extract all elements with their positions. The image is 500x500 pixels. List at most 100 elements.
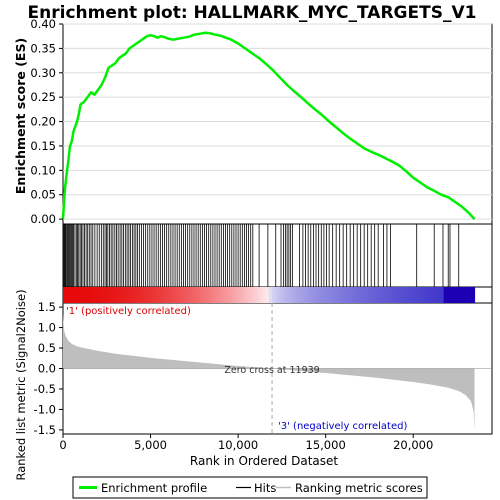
ribbon-segment <box>337 287 342 303</box>
ribbon-segment <box>100 287 105 303</box>
ribbon-segment <box>111 287 116 303</box>
ribbon-segment <box>165 287 170 303</box>
x-tick-label: 10,000 <box>218 438 258 452</box>
ribbon-segment <box>340 287 345 303</box>
ribbon-segment <box>309 287 314 303</box>
es-tick-label: 0.25 <box>30 90 56 104</box>
ribbon-segment <box>234 287 239 303</box>
ribbon-segment <box>141 287 146 303</box>
ribbon-segment <box>436 287 441 303</box>
x-axis-label: Rank in Ordered Dataset <box>190 454 338 468</box>
ribbon-segment <box>241 287 246 303</box>
es-tick-label: 0.30 <box>30 66 56 80</box>
ribbon-segment <box>176 287 181 303</box>
ribbon-segment <box>464 287 469 303</box>
ribbon-segment <box>97 287 102 303</box>
ribbon-segment <box>316 287 321 303</box>
axes: 0.000.050.100.150.200.250.300.350.40-1.5… <box>30 17 433 452</box>
ribbon-segment <box>248 287 253 303</box>
chart-title: Enrichment plot: HALLMARK_MYC_TARGETS_V1 <box>28 3 477 23</box>
ribbon-segment <box>357 287 362 303</box>
es-tick-label: 0.05 <box>30 188 56 202</box>
ribbon-segment <box>265 287 270 303</box>
ribbon-segment <box>148 287 153 303</box>
ribbon-segment <box>416 287 421 303</box>
ribbon-segment <box>121 287 126 303</box>
metric-tick-label: 1.0 <box>38 321 56 335</box>
metric-tick-label: -1.5 <box>34 423 56 437</box>
ribbon-segment <box>426 287 431 303</box>
ribbon-segment <box>169 287 174 303</box>
ribbon-segment <box>213 287 218 303</box>
ranking-metric-area <box>63 313 475 430</box>
ribbon-segment <box>289 287 294 303</box>
rank-color-ribbon <box>63 287 476 303</box>
ribbon-segment <box>210 287 215 303</box>
legend: Enrichment profile Hits Ranking metric s… <box>72 476 428 499</box>
ribbon-segment <box>90 287 95 303</box>
metric-tick-label: 0.5 <box>38 341 56 355</box>
ribbon-segment <box>244 287 249 303</box>
ribbon-segment <box>135 287 140 303</box>
ribbon-segment <box>138 287 143 303</box>
positive-annotation: '1' (positively correlated) <box>66 306 191 317</box>
ribbon-segment <box>405 287 410 303</box>
es-panel <box>61 23 492 220</box>
ribbon-segment <box>419 287 424 303</box>
ribbon-segment <box>255 287 260 303</box>
ribbon-segment <box>268 287 273 303</box>
metric-tick-label: 0.0 <box>38 362 56 376</box>
ribbon-segment <box>272 287 277 303</box>
ribbon-segment <box>261 287 266 303</box>
legend-hits: Hits <box>254 481 276 495</box>
ribbon-segment <box>381 287 386 303</box>
enrichment-profile-line <box>61 31 476 220</box>
ribbon-segment <box>285 287 290 303</box>
ribbon-segment <box>467 287 472 303</box>
metric-tick-label: 1.5 <box>38 300 56 314</box>
ribbon-segment <box>183 287 188 303</box>
metric-panel <box>63 303 492 434</box>
ribbon-segment <box>114 287 119 303</box>
ribbon-segment <box>354 287 359 303</box>
ribbon-segment <box>385 287 390 303</box>
ribbon-segment <box>63 287 68 303</box>
ribbon-segment <box>299 287 304 303</box>
ribbon-segment <box>296 287 301 303</box>
ribbon-segment <box>375 287 380 303</box>
ribbon-segment <box>237 287 242 303</box>
negative-annotation: '3' (negatively correlated) <box>278 421 407 432</box>
ribbon-segment <box>93 287 98 303</box>
ribbon-segment <box>159 287 164 303</box>
ribbon-segment <box>333 287 338 303</box>
x-tick-label: 5,000 <box>134 438 167 452</box>
ribbon-segment <box>69 287 74 303</box>
ribbon-segment <box>117 287 122 303</box>
ribbon-segment <box>131 287 136 303</box>
ribbon-segment <box>80 287 85 303</box>
ribbon-segment <box>152 287 157 303</box>
ribbon-segment <box>327 287 332 303</box>
ribbon-segment <box>217 287 222 303</box>
ribbon-segment <box>172 287 177 303</box>
ribbon-segment <box>368 287 373 303</box>
ribbon-segment <box>323 287 328 303</box>
ribbon-segment <box>196 287 201 303</box>
ribbon-segment <box>224 287 229 303</box>
ribbon-segment <box>128 287 133 303</box>
ribbon-segment <box>392 287 397 303</box>
legend-enrichment-profile: Enrichment profile <box>101 481 207 495</box>
ribbon-segment <box>179 287 184 303</box>
ribbon-segment <box>412 287 417 303</box>
legend-ranking-metric: Ranking metric scores <box>295 481 423 495</box>
ribbon-segment <box>447 287 452 303</box>
ribbon-segment <box>193 287 198 303</box>
ribbon-segment <box>76 287 81 303</box>
ribbon-segment <box>189 287 194 303</box>
ribbon-segment <box>203 287 208 303</box>
es-tick-label: 0.10 <box>30 163 56 177</box>
zero-cross-annotation: Zero cross at 11939 <box>224 365 319 376</box>
ribbon-segment <box>423 287 428 303</box>
ribbon-segment <box>231 287 236 303</box>
